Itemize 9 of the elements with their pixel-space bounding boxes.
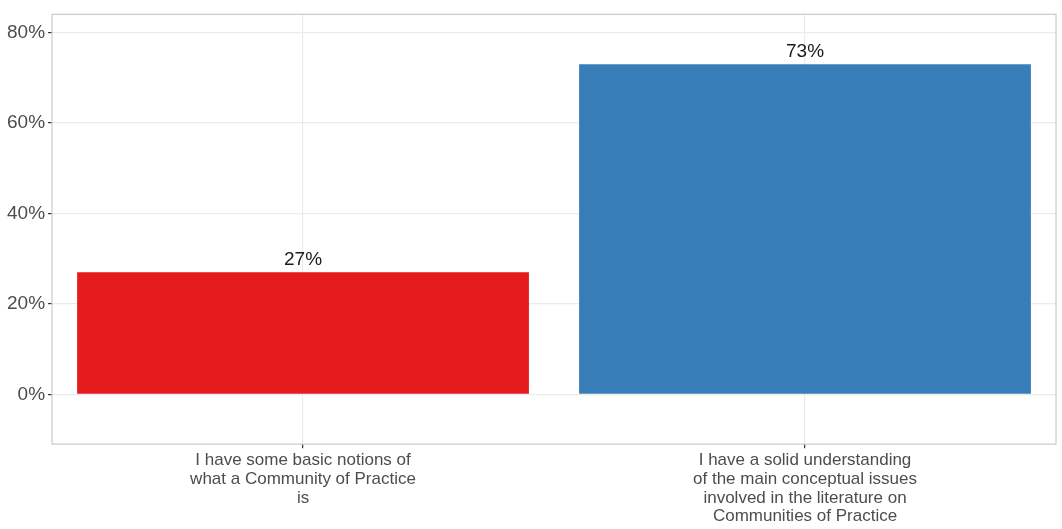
y-tick-label: 20% <box>7 292 46 314</box>
x-tick-label: I have a solid understanding of the main conceptual issues involved in the literature on Communities of Practice <box>693 450 917 526</box>
y-tick-label: 40% <box>7 201 46 223</box>
y-tick-label: 80% <box>7 20 46 42</box>
data-label: 73% <box>785 39 825 61</box>
y-tick-label: 60% <box>7 111 46 133</box>
y-tick-label: 0% <box>17 382 46 404</box>
data-label: 27% <box>284 248 323 270</box>
x-tick-label: I have some basic notions of what a Community of Practice is <box>189 450 416 507</box>
